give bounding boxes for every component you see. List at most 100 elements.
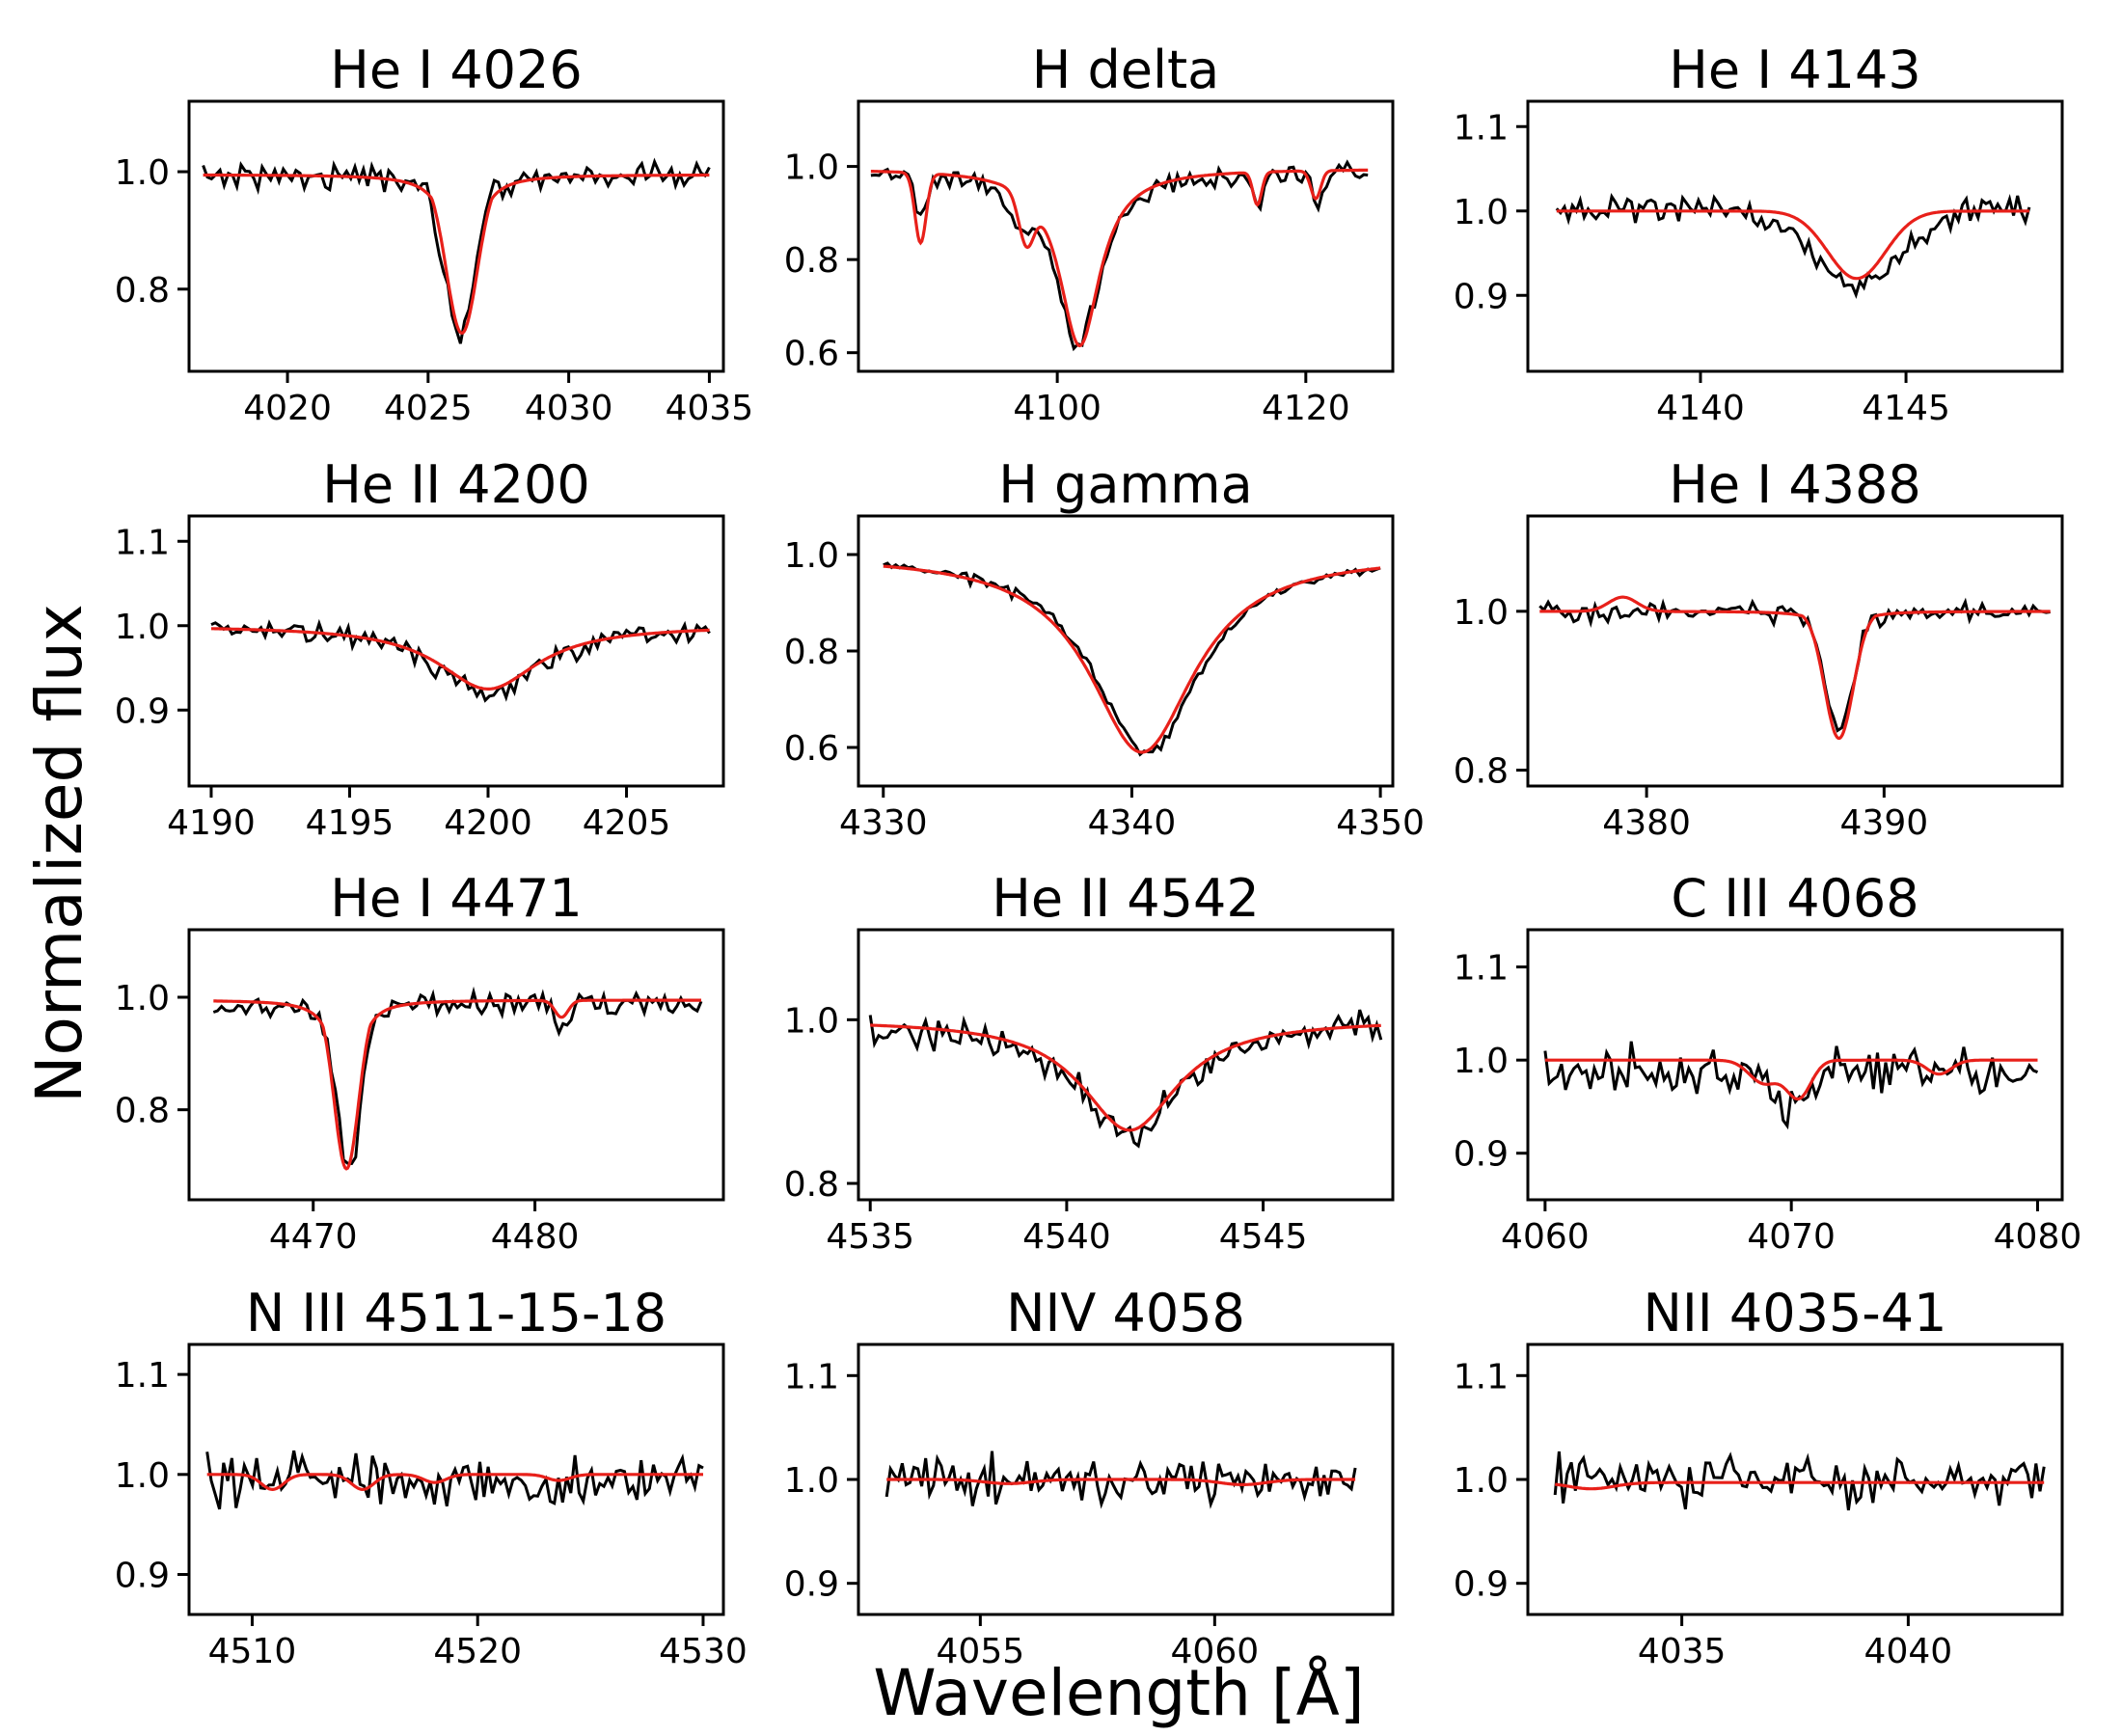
x-tick-label: 4195 [306, 803, 394, 843]
y-tick-label: 0.8 [784, 1165, 839, 1205]
y-tick-label: 0.9 [1454, 277, 1509, 316]
panel-title: H delta [1032, 40, 1220, 100]
panel-1: 4020 4025 4030 4035 0.8 1.0 He I 4026 [115, 40, 753, 428]
y-tick-label: 1.0 [784, 536, 839, 576]
panel-title: He II 4200 [322, 454, 589, 515]
x-tick-label: 4040 [1864, 1632, 1953, 1671]
panel-10: 4510 4520 4530 0.9 1.0 1.1 N III 4511-15-18 [115, 1283, 748, 1671]
figure-ylabel: Normalized flux [22, 604, 96, 1103]
y-tick-label: 1.1 [115, 1356, 170, 1396]
panel-4: 4190 4195 4200 4205 0.9 1.0 1.1 He II 4200 [115, 454, 725, 843]
panel-title: He II 4542 [992, 868, 1259, 929]
y-tick-label: 0.6 [784, 335, 839, 374]
panel-title: H gamma [998, 454, 1252, 515]
observed-spectrum [1543, 1041, 2039, 1130]
x-tick-label: 4510 [208, 1632, 297, 1671]
y-tick-label: 0.9 [784, 1565, 839, 1605]
panel-frame [857, 99, 1395, 373]
y-tick-label: 1.0 [784, 1001, 839, 1041]
y-tick-label: 1.0 [115, 153, 170, 193]
panel-frame [187, 1343, 725, 1616]
figure-xlabel: Wavelength [Å] [873, 1656, 1364, 1730]
panel-title: NIV 4058 [1006, 1283, 1245, 1343]
observed-spectrum [205, 1450, 704, 1510]
x-tick-label: 4200 [444, 803, 532, 843]
x-tick-label: 4470 [269, 1217, 358, 1257]
x-tick-label: 4035 [1638, 1632, 1727, 1671]
x-tick-label: 4035 [666, 389, 754, 428]
model-spectrum [206, 1473, 703, 1492]
x-tick-label: 4380 [1602, 803, 1691, 843]
panel-5: 4330 4340 4350 0.6 0.8 1.0 H gamma [784, 454, 1425, 843]
model-spectrum [883, 564, 1381, 754]
panel-title: He I 4471 [330, 868, 583, 929]
y-tick-label: 1.0 [115, 1456, 170, 1496]
x-tick-label: 4480 [491, 1217, 580, 1257]
y-tick-label: 0.8 [784, 241, 839, 281]
panel-12: 4035 4040 0.9 1.0 1.1 NII 4035-41 [1454, 1283, 2064, 1671]
x-tick-label: 4060 [1501, 1217, 1590, 1257]
panel-3: 4140 4145 0.9 1.0 1.1 He I 4143 [1454, 40, 2064, 428]
x-tick-label: 4190 [167, 803, 256, 843]
model-spectrum [886, 1478, 1356, 1486]
model-spectrum [1539, 595, 2051, 741]
observed-spectrum [212, 986, 703, 1165]
x-tick-label: 4140 [1656, 389, 1745, 428]
y-tick-label: 1.0 [1454, 1461, 1509, 1501]
x-tick-label: 4205 [583, 803, 671, 843]
x-tick-label: 4545 [1219, 1217, 1308, 1257]
panel-frame [187, 928, 725, 1202]
y-tick-label: 0.9 [115, 1557, 170, 1596]
y-tick-label: 1.0 [115, 608, 170, 647]
x-tick-label: 4340 [1088, 803, 1177, 843]
y-tick-label: 1.1 [1454, 108, 1509, 148]
model-spectrum [870, 168, 1369, 348]
x-tick-label: 4330 [839, 803, 928, 843]
y-tick-label: 1.0 [115, 979, 170, 1018]
x-tick-label: 4120 [1262, 389, 1350, 428]
y-tick-label: 1.0 [784, 149, 839, 188]
panel-frame [1526, 514, 2064, 788]
panel-frame [1526, 928, 2064, 1202]
observed-spectrum [884, 1451, 1357, 1509]
observed-spectrum [1538, 597, 2051, 733]
y-tick-label: 0.9 [1454, 1565, 1509, 1605]
panel-title: C III 4068 [1671, 868, 1918, 929]
y-tick-label: 0.9 [1454, 1135, 1509, 1175]
x-tick-label: 4520 [433, 1632, 522, 1671]
panel-title: He I 4143 [1669, 40, 1921, 100]
x-tick-label: 4535 [826, 1217, 914, 1257]
x-tick-label: 4025 [384, 389, 473, 428]
y-tick-label: 1.0 [784, 1461, 839, 1501]
model-spectrum [1554, 1480, 2045, 1491]
model-spectrum [870, 1023, 1381, 1132]
x-tick-label: 4100 [1013, 389, 1102, 428]
x-tick-label: 4530 [659, 1632, 748, 1671]
observed-spectrum [1555, 193, 2031, 299]
y-tick-label: 1.1 [1454, 1357, 1509, 1397]
y-tick-label: 0.8 [115, 1092, 170, 1131]
panels-grid: 4020 4025 4030 4035 0.8 1.0 He I 4026 4100 4120 0… [115, 40, 2082, 1671]
y-tick-label: 0.6 [784, 729, 839, 769]
y-tick-label: 1.0 [1454, 593, 1509, 633]
panel-frame [187, 99, 725, 373]
y-tick-label: 0.8 [784, 633, 839, 672]
panel-8: 4535 4540 4545 0.8 1.0 He II 4542 [784, 868, 1395, 1257]
panel-title: He I 4026 [330, 40, 583, 100]
y-tick-label: 0.8 [115, 271, 170, 311]
panel-title: He I 4388 [1669, 454, 1921, 515]
model-spectrum [1544, 1058, 2038, 1101]
panel-frame [857, 928, 1395, 1202]
panel-frame [187, 514, 725, 788]
panel-title: NII 4035-41 [1643, 1283, 1946, 1343]
y-tick-label: 1.1 [1454, 949, 1509, 989]
y-tick-label: 1.1 [115, 523, 170, 562]
panel-7: 4470 4480 0.8 1.0 He I 4471 [115, 868, 725, 1257]
x-tick-label: 4390 [1840, 803, 1929, 843]
model-spectrum [1556, 209, 2029, 281]
x-tick-label: 4030 [525, 389, 613, 428]
y-tick-label: 0.8 [1454, 752, 1509, 792]
y-tick-label: 1.0 [1454, 193, 1509, 232]
